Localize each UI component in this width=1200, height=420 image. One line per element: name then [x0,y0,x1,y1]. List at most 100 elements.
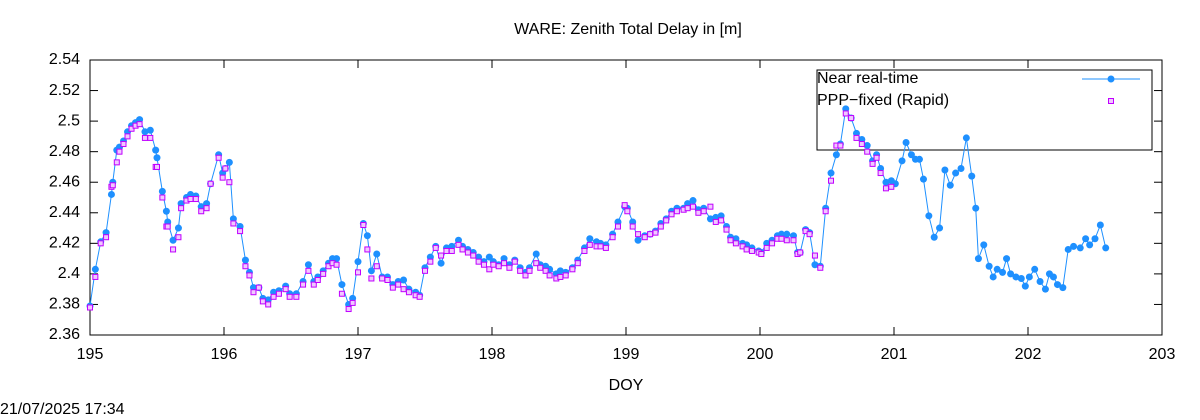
legend-label: Near real-time [817,70,918,87]
data-point [345,306,352,313]
x-tick-label: 200 [747,346,774,363]
data-point [178,205,185,212]
data-point [152,146,160,154]
data-point [203,205,210,212]
x-tick-label: 195 [77,346,104,363]
data-point [360,222,367,228]
data-point [739,243,746,250]
data-point [817,264,824,271]
data-point [989,273,997,281]
data-point [657,223,664,230]
data-point [968,172,976,180]
data-point [562,272,569,279]
data-point [495,263,502,270]
data-point [811,261,819,269]
series-line [89,107,1107,307]
data-point [354,258,362,266]
data-point [629,223,636,230]
data-point [602,244,609,251]
data-point [1082,235,1090,243]
data-point [470,252,477,259]
data-point [1021,282,1029,290]
data-point [1086,241,1094,249]
data-point [962,134,970,142]
data-point [207,180,214,187]
data-point [338,281,346,289]
data-point [325,263,332,270]
data-point [384,277,391,283]
y-tick-label: 2.4 [58,265,80,282]
legend-marker [1108,98,1114,104]
data-point [395,281,402,288]
data-point [147,134,154,141]
data-point [400,286,407,293]
data-point [97,240,104,247]
data-point [848,115,855,122]
data-point [246,272,253,279]
data-point [1025,273,1033,281]
data-point [480,261,487,268]
data-point [293,293,300,300]
data-point [373,263,380,270]
data-point [141,128,149,136]
data-point [310,281,317,288]
y-tick-label: 2.48 [49,143,80,160]
data-point [355,269,361,276]
data-point [1096,221,1104,229]
data-point [806,231,813,238]
data-point [882,178,890,186]
data-point [898,157,906,165]
data-point [107,190,115,198]
data-point [1059,284,1067,292]
data-point [863,142,871,150]
data-point [758,251,765,258]
data-point [778,235,785,242]
data-point [985,262,993,270]
data-point [827,169,835,177]
data-point [169,236,177,244]
data-point [888,183,895,190]
data-point [684,205,691,212]
data-point [250,289,257,296]
data-point [226,179,233,186]
legend-label: PPP−fixed (Rapid) [817,92,949,109]
data-point [198,208,205,215]
data-point [597,243,604,250]
data-point [718,217,725,224]
data-point [974,255,982,263]
data-point [832,151,840,159]
y-tick-label: 2.36 [49,326,80,343]
data-point [136,121,143,128]
data-point [748,247,755,254]
data-point [828,177,835,184]
y-tick-label: 2.42 [49,235,80,252]
data-point [769,240,776,247]
data-point [146,126,154,134]
data-point [368,275,375,282]
data-point [511,258,518,265]
data-point [902,139,910,146]
data-point [124,133,131,140]
data-point [464,249,471,256]
data-point [586,241,593,248]
data-point [706,215,714,223]
data-point [416,293,423,300]
data-point [668,211,675,218]
data-point [1049,273,1057,281]
data-point [941,166,949,174]
data-point [1031,265,1039,273]
data-point [300,281,307,288]
data-point [663,217,670,224]
data-point [700,208,707,215]
data-point [1091,235,1099,243]
data-point [690,203,696,210]
x-tick-label: 199 [613,346,640,363]
data-point [438,252,445,259]
data-point [569,266,576,273]
data-point [882,185,889,192]
data-point [732,240,739,247]
data-point [485,253,493,261]
x-tick-label: 196 [211,346,238,363]
data-point [858,141,865,148]
data-point [103,234,110,241]
